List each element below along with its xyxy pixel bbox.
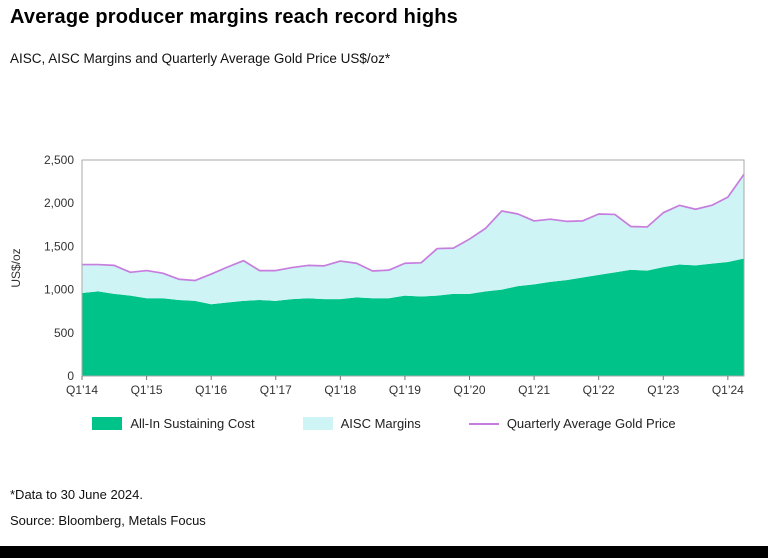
svg-text:Q1’14: Q1’14 [66, 383, 98, 397]
svg-text:Q1’17: Q1’17 [260, 383, 292, 397]
legend-label: AISC Margins [340, 416, 421, 431]
legend-label: Quarterly Average Gold Price [506, 416, 676, 431]
page-title: Average producer margins reach record hi… [10, 6, 459, 28]
svg-text:Q1’16: Q1’16 [195, 383, 227, 397]
svg-text:Q1’23: Q1’23 [647, 383, 679, 397]
legend-item: All-In Sustaining Cost [92, 416, 255, 431]
svg-text:500: 500 [54, 326, 74, 340]
legend-area-swatch [302, 417, 333, 430]
bottom-bar [0, 546, 768, 558]
data-note: *Data to 30 June 2024. [10, 487, 143, 502]
chart-legend: All-In Sustaining Cost AISC Margins Quarte… [0, 416, 768, 431]
source-note: Source: Bloomberg, Metals Focus [10, 513, 206, 528]
svg-text:Q1’20: Q1’20 [453, 383, 485, 397]
legend-line-swatch [468, 422, 499, 425]
legend-area-swatch [92, 417, 123, 430]
legend-item: AISC Margins [302, 416, 421, 431]
margins-area-chart: 0 500 1,000 1,500 2,000 2,500 Q1’14 Q1’15 Q1’16 Q… [9, 153, 745, 397]
legend-item: Quarterly Average Gold Price [468, 416, 676, 431]
svg-text:Q1’21: Q1’21 [518, 383, 550, 397]
chart-subtitle: AISC, AISC Margins and Quarterly Average… [10, 51, 391, 66]
svg-text:1,500: 1,500 [44, 239, 74, 253]
svg-text:1,000: 1,000 [44, 283, 74, 297]
svg-text:Q1’18: Q1’18 [324, 383, 356, 397]
svg-text:US$/oz: US$/oz [9, 248, 23, 287]
svg-text:0: 0 [67, 369, 74, 383]
svg-text:2,000: 2,000 [44, 196, 74, 210]
svg-text:Q1’24: Q1’24 [712, 383, 744, 397]
svg-text:Q1’22: Q1’22 [583, 383, 615, 397]
legend-label: All-In Sustaining Cost [130, 416, 255, 431]
svg-text:Q1’19: Q1’19 [389, 383, 421, 397]
svg-text:2,500: 2,500 [44, 153, 74, 167]
svg-text:Q1’15: Q1’15 [131, 383, 163, 397]
